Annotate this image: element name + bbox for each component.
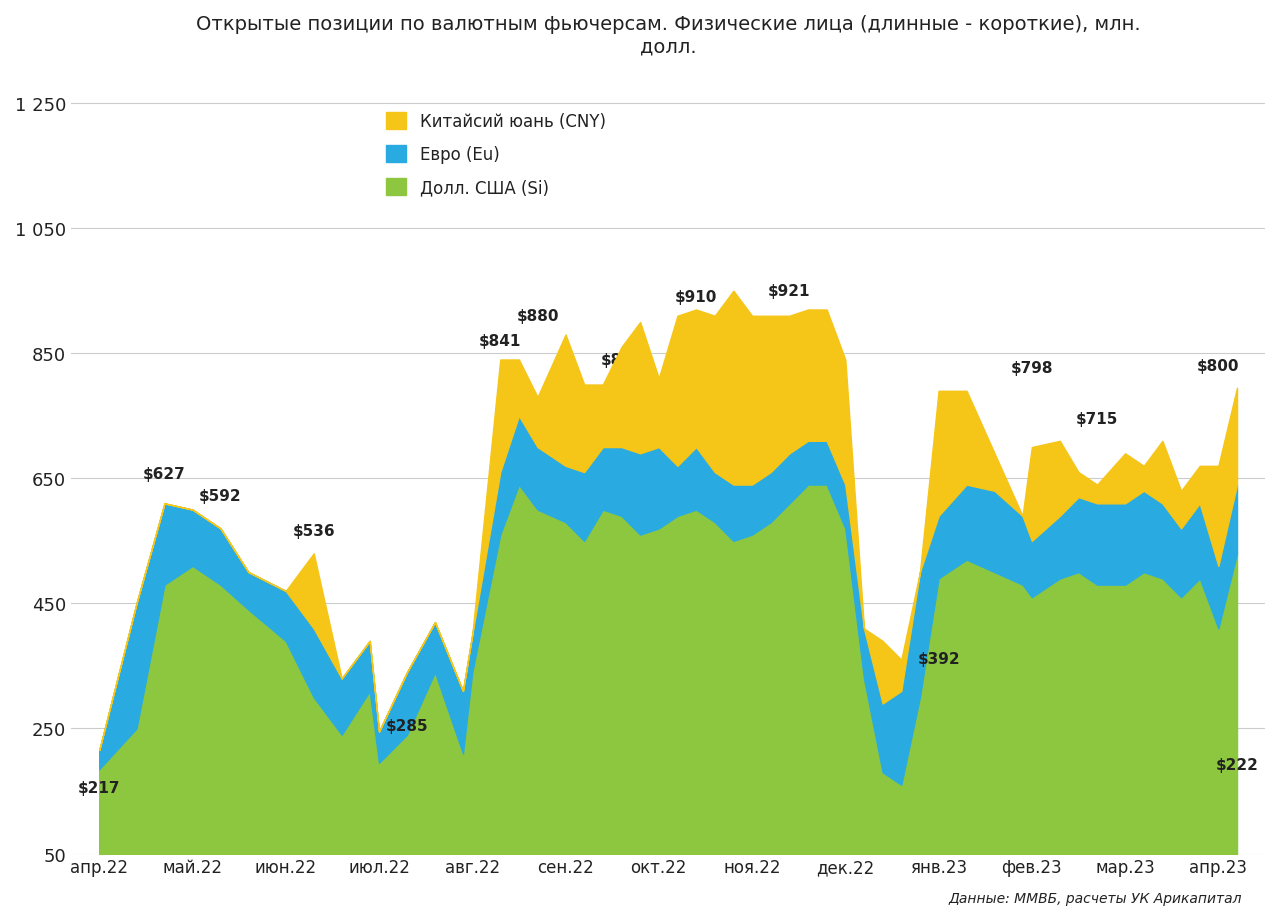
Text: $592: $592 [200, 489, 242, 504]
Text: $715: $715 [1076, 412, 1119, 427]
Text: $921: $921 [768, 283, 810, 299]
Text: $536: $536 [292, 524, 335, 539]
Text: $627: $627 [143, 467, 186, 482]
Text: $798: $798 [1011, 360, 1053, 375]
Text: $841: $841 [479, 334, 521, 348]
Text: $392: $392 [918, 652, 960, 666]
Text: $810: $810 [600, 353, 643, 368]
Text: Данные: ММВБ, расчеты УК Арикапитал: Данные: ММВБ, расчеты УК Арикапитал [948, 891, 1242, 905]
Legend: Китайсий юань (CNY), Евро (Eu), Долл. США (Si): Китайсий юань (CNY), Евро (Eu), Долл. СШ… [378, 105, 614, 206]
Text: $910: $910 [675, 290, 717, 305]
Text: $800: $800 [1197, 358, 1239, 374]
Text: $880: $880 [516, 309, 559, 323]
Text: $285: $285 [385, 718, 429, 733]
Text: $217: $217 [78, 780, 120, 796]
Title: Открытые позиции по валютным фьючерсам. Физические лица (длинные - короткие), мл: Открытые позиции по валютным фьючерсам. … [196, 15, 1140, 56]
Text: $222: $222 [1216, 757, 1258, 772]
